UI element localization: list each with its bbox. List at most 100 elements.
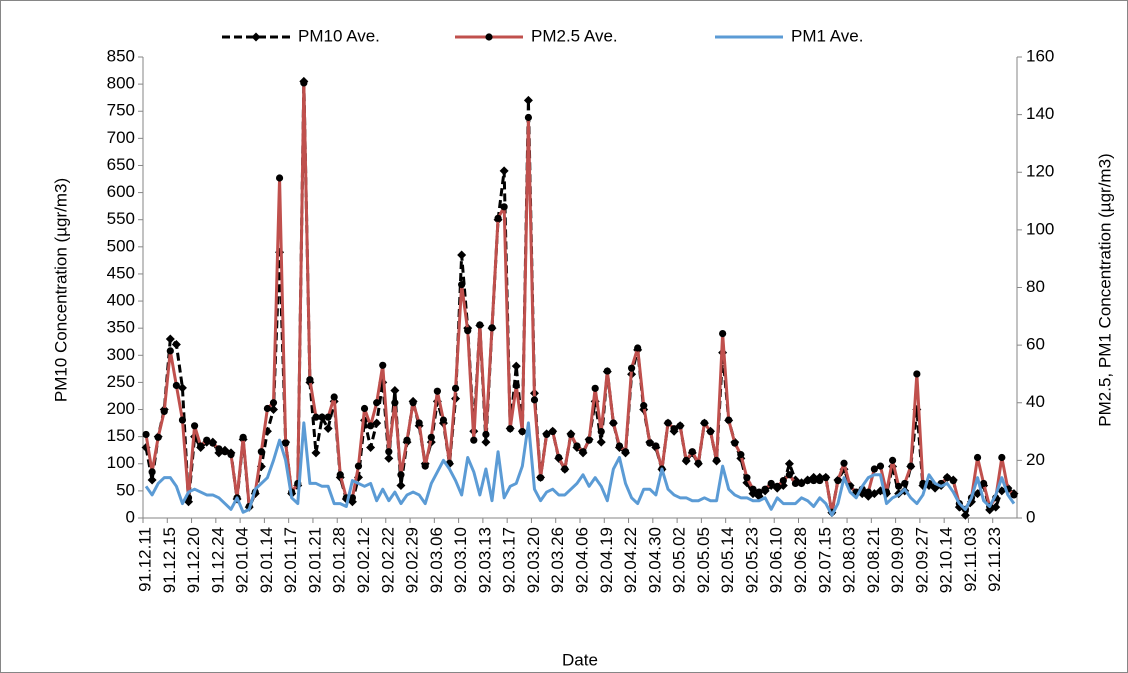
marker (973, 453, 982, 462)
x-tick-label: 92.11.23 (985, 527, 1004, 592)
legend-label: PM2.5 Ave. (531, 26, 618, 45)
marker (627, 364, 636, 372)
x-axis-title: Date (562, 650, 598, 669)
legend-marker (251, 32, 261, 42)
marker (457, 250, 467, 260)
x-tick-label: 92.08.21 (864, 527, 883, 593)
marker (360, 404, 369, 413)
marker (306, 376, 314, 384)
marker (172, 381, 180, 390)
y2-tick-label: 140 (1026, 104, 1054, 123)
x-tick-label: 92.03.17 (500, 527, 519, 593)
y-tick-label: 600 (107, 182, 135, 201)
marker (585, 436, 593, 444)
marker (257, 448, 265, 456)
marker (755, 488, 763, 496)
marker (737, 451, 745, 459)
y-tick-label: 250 (107, 372, 135, 391)
marker (555, 453, 563, 462)
marker (439, 416, 448, 424)
y2-tick-label: 20 (1026, 450, 1045, 469)
marker (596, 437, 606, 447)
marker (409, 399, 417, 407)
x-tick-label: 92.05.23 (742, 527, 761, 593)
marker (731, 439, 739, 447)
marker (913, 370, 921, 378)
marker (530, 396, 539, 404)
marker (165, 334, 175, 344)
marker (166, 347, 174, 355)
marker (840, 459, 848, 467)
y-tick-label: 50 (116, 480, 135, 499)
legend-label: PM1 Ave. (791, 26, 863, 45)
marker (870, 465, 878, 473)
marker (549, 427, 557, 436)
marker (511, 361, 521, 371)
x-tick-label: 92.10.14 (937, 527, 956, 593)
marker (512, 381, 520, 390)
marker (300, 79, 308, 87)
marker (311, 448, 321, 458)
marker (621, 448, 630, 456)
marker (263, 404, 272, 413)
marker (385, 448, 393, 456)
marker (482, 430, 490, 439)
x-tick-label: 92.01.28 (330, 527, 349, 593)
marker (682, 456, 690, 464)
marker (719, 330, 727, 338)
marker (336, 471, 344, 479)
x-tick-label: 92.06.10 (767, 527, 786, 593)
x-tick-label: 91.12.15 (160, 527, 179, 593)
y-tick-label: 800 (107, 74, 135, 93)
marker (499, 166, 509, 176)
marker (779, 476, 787, 485)
y-tick-label: 450 (107, 263, 135, 282)
marker (676, 422, 684, 430)
x-tick-label: 92.02.22 (378, 527, 397, 593)
marker (960, 510, 970, 520)
marker (518, 427, 526, 436)
marker (543, 430, 551, 439)
y-tick-label: 300 (107, 345, 135, 364)
y2-tick-label: 40 (1026, 392, 1045, 411)
x-tick-label: 92.09.27 (912, 527, 931, 593)
x-tick-label: 92.03.06 (427, 527, 446, 593)
marker (396, 480, 406, 490)
marker (178, 416, 187, 424)
x-tick-label: 92.05.05 (694, 527, 713, 593)
y-tick-label: 550 (107, 209, 135, 228)
marker (895, 482, 903, 490)
marker (664, 419, 672, 427)
marker (354, 462, 363, 470)
marker (761, 485, 769, 493)
y-tick-label: 0 (126, 507, 135, 526)
y-tick-label: 650 (107, 155, 135, 174)
marker (366, 442, 376, 452)
marker (372, 418, 382, 428)
y-tick-label: 200 (107, 399, 135, 418)
marker (506, 425, 514, 433)
marker (397, 471, 405, 479)
marker (949, 476, 957, 485)
marker (591, 384, 599, 392)
y-tick-label: 750 (107, 101, 135, 120)
y-tick-label: 350 (107, 318, 135, 337)
y2-axis-title: PM2.5, PM1 Concentration (µgr/m3) (1095, 153, 1114, 426)
marker (154, 433, 162, 441)
marker (749, 485, 757, 493)
y-axis-title: PM10 Concentration (µgr/m3) (51, 178, 70, 402)
x-tick-label: 92.05.02 (670, 527, 689, 593)
x-tick-label: 91.12.11 (136, 527, 155, 592)
x-tick-label: 92.03.26 (548, 527, 567, 593)
marker (500, 203, 508, 211)
marker (390, 386, 400, 396)
marker (177, 383, 187, 393)
y2-tick-label: 80 (1026, 277, 1045, 296)
marker (268, 405, 278, 415)
marker (160, 407, 168, 415)
marker (876, 462, 885, 470)
marker (221, 448, 229, 456)
marker (384, 453, 394, 463)
series-line (144, 421, 1016, 517)
